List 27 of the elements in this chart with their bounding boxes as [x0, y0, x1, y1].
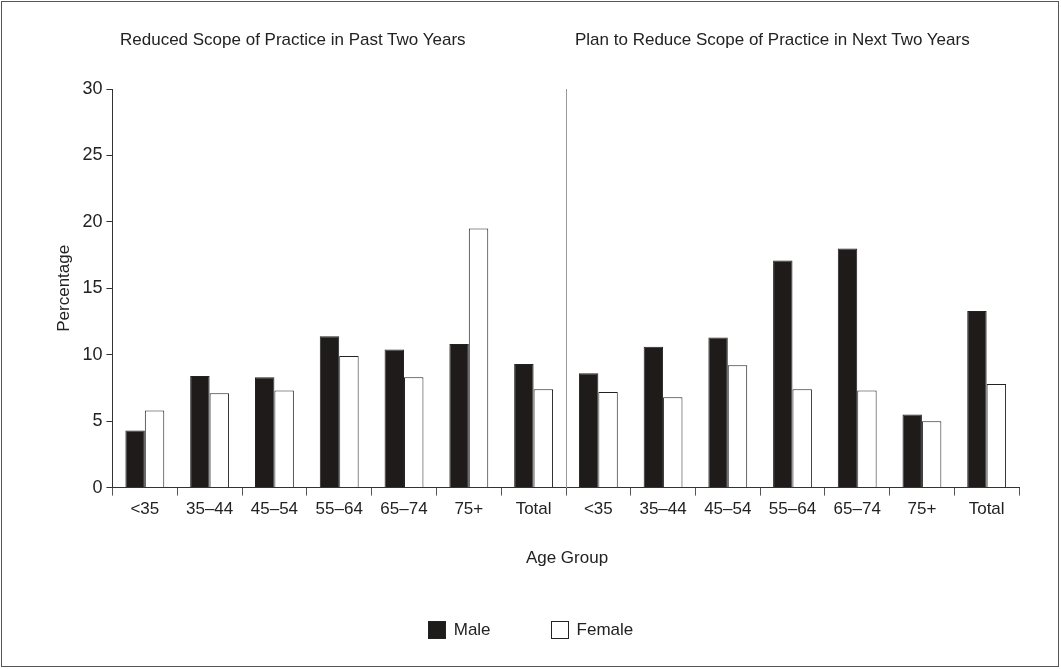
legend-label: Female — [576, 620, 634, 640]
chart-title: Reduced Scope of Practice in Past Two Years — [120, 30, 466, 50]
y-tick-label: 0 — [92, 476, 103, 497]
y-tick-label: 25 — [82, 144, 103, 165]
x-tick-label: 35–44 — [639, 499, 687, 519]
x-tick-label: Total — [968, 499, 1005, 519]
x-tick-label: 65–74 — [833, 499, 881, 519]
y-tick-label: 5 — [92, 410, 103, 431]
legend-label: Male — [453, 620, 491, 640]
y-tick-label: 15 — [82, 277, 103, 298]
x-tick-label: 75+ — [454, 499, 484, 519]
chart-title: Plan to Reduce Scope of Practice in Next Two Years — [575, 30, 970, 50]
x-tick-label: 55–64 — [315, 499, 363, 519]
x-tick-label: <35 — [583, 499, 613, 519]
x-tick-label: 35–44 — [185, 499, 234, 519]
x-tick-label: 45–54 — [704, 499, 752, 519]
x-tick-label: 55–64 — [768, 499, 817, 519]
x-tick-label: 75+ — [907, 499, 937, 519]
y-tick-label: 10 — [82, 343, 103, 364]
x-axis-title: Age Group — [524, 548, 610, 568]
x-tick-label: 45–54 — [250, 499, 299, 519]
y-axis-title: Percentage — [53, 244, 73, 332]
y-tick-label: 30 — [82, 77, 103, 98]
x-tick-label: 65–74 — [380, 499, 428, 519]
x-tick-label: <35 — [130, 499, 160, 519]
x-tick-label: Total — [515, 499, 552, 519]
y-tick-label: 20 — [82, 210, 103, 231]
